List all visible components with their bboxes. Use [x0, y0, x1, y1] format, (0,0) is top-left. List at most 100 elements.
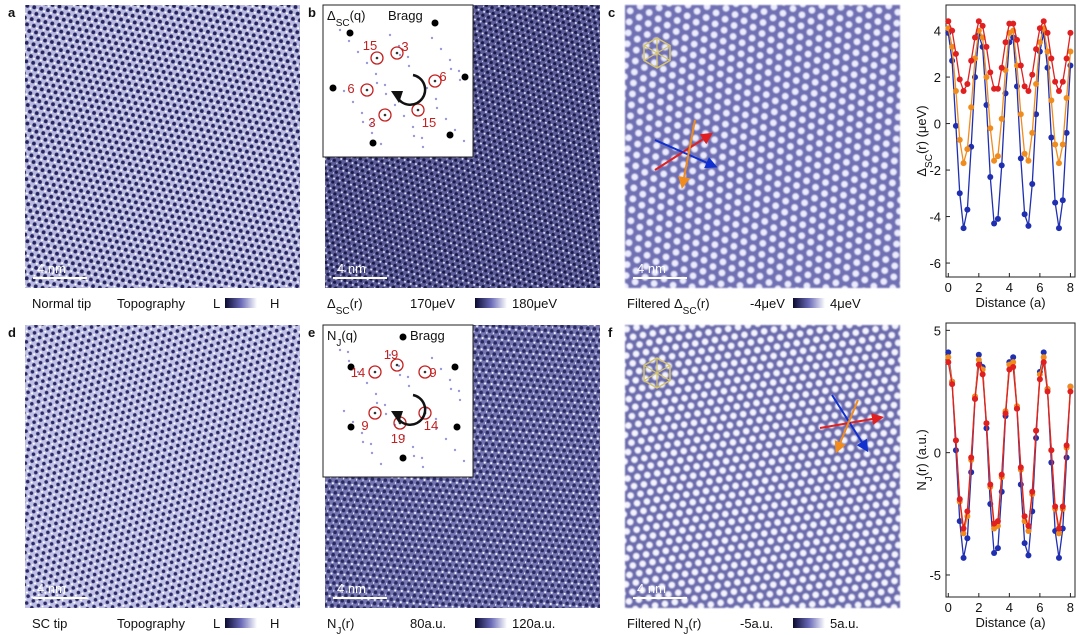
- x-axis-label: Distance (a): [975, 295, 1045, 310]
- data-point: [979, 371, 986, 378]
- data-point: [1021, 540, 1028, 547]
- data-point: [1033, 46, 1040, 53]
- inset-speck: [448, 378, 452, 382]
- data-point: [1055, 554, 1062, 561]
- data-point: [1002, 410, 1009, 417]
- inset-speck: [462, 139, 466, 143]
- inset-speck: [430, 356, 434, 360]
- x-tick-label: 8: [1067, 280, 1074, 295]
- data-point: [1044, 388, 1051, 395]
- image: [625, 325, 900, 608]
- spot-ring: [428, 74, 442, 88]
- panel-letter: b: [308, 5, 316, 20]
- data-point: [1029, 181, 1036, 188]
- y-axis-label: NJ(r) (a.u.): [914, 429, 935, 490]
- spot: [375, 56, 379, 60]
- colorbar-min-part: -5a.u.: [740, 616, 773, 631]
- spot: [433, 79, 437, 83]
- spot-label: 19: [391, 431, 405, 446]
- inset-speck: [361, 440, 365, 444]
- spot-label: 9: [361, 418, 368, 433]
- arrow: [834, 399, 859, 454]
- spot-label: 6: [347, 81, 354, 96]
- inset-speck: [365, 61, 369, 65]
- data-point: [1055, 160, 1062, 167]
- spot-ring: [418, 365, 432, 379]
- data-point: [1017, 111, 1024, 118]
- data-point: [1055, 225, 1062, 232]
- colorbar-max-part: 120a.u.: [512, 616, 555, 631]
- data-point: [945, 18, 952, 25]
- bragg-peak: [346, 29, 354, 37]
- bragg-peak: [347, 363, 355, 371]
- data-point: [960, 225, 967, 232]
- colorbar-min: -5a.u.: [740, 616, 773, 631]
- inset-speck: [383, 403, 387, 407]
- inset-speck: [402, 114, 406, 118]
- colorbar-min: L: [213, 616, 220, 631]
- inset-speck: [402, 434, 406, 438]
- data-point: [1055, 530, 1062, 537]
- inset-speck: [369, 442, 373, 446]
- inset: NJ(q) Bragg 14 19 9 9 19 14: [322, 324, 474, 478]
- data-point: [983, 43, 990, 50]
- bragg-peak: [399, 454, 407, 462]
- spot-label: 9: [429, 365, 436, 380]
- spot: [395, 51, 399, 55]
- lattice-icon: [643, 357, 671, 389]
- caption-part: N: [327, 616, 336, 631]
- data-point: [1044, 48, 1051, 55]
- colorbar-min-part: L: [213, 616, 220, 631]
- data-point: [987, 481, 994, 488]
- caption-part: SC tip: [32, 616, 67, 631]
- rotation-arrow-head: [391, 91, 403, 103]
- inset-speck: [406, 375, 410, 379]
- data-point: [998, 471, 1005, 478]
- bragg-peak: [446, 131, 454, 139]
- inset-title: NJ(q): [327, 328, 357, 349]
- spot-ring: [360, 83, 374, 97]
- colorbar-max: 4μeV: [830, 296, 861, 311]
- data-point: [994, 215, 1001, 222]
- data-point: [1010, 354, 1017, 361]
- colorbar: [793, 298, 825, 308]
- scale-bar-label: 4 nm: [337, 261, 366, 276]
- data-point: [949, 27, 956, 34]
- scale-bar-label: 4 nm: [37, 581, 66, 596]
- x-tick-label: 2: [975, 280, 982, 295]
- data-point: [1040, 354, 1047, 361]
- inset-speck: [412, 454, 416, 458]
- data-point: [1063, 442, 1070, 449]
- data-point: [1002, 39, 1009, 46]
- data-point: [1029, 488, 1036, 495]
- x-tick-label: 0: [945, 280, 952, 295]
- data-point: [1052, 199, 1059, 206]
- arrow: [678, 119, 696, 189]
- data-point: [952, 122, 959, 129]
- spot: [373, 411, 377, 415]
- inset-speck: [338, 348, 342, 352]
- colorbar: [475, 298, 507, 308]
- caption-part: Topography: [117, 296, 185, 311]
- inset-speck: [448, 58, 452, 62]
- caption: ΔSC(r): [327, 296, 363, 317]
- inset-speck: [435, 426, 439, 430]
- y-tick-label: -2: [929, 163, 941, 178]
- inset-speck: [420, 456, 424, 460]
- inset-speck: [412, 134, 416, 138]
- data-point: [1036, 25, 1043, 32]
- lattice-bond: [643, 44, 671, 62]
- plot-frame: [945, 322, 1076, 598]
- data-point: [1010, 359, 1017, 366]
- caption-part: SC: [683, 306, 697, 317]
- y-tick-label: 2: [934, 70, 941, 85]
- inset-title-part: J: [336, 338, 341, 349]
- caption-part: (r): [350, 296, 363, 311]
- colorbar-min-part: -4μeV: [750, 296, 785, 311]
- data-point: [1052, 503, 1059, 510]
- inset: ΔSC(q) Bragg 15 3 6 6 3 15: [322, 4, 474, 158]
- colorbar-min-part: 80a.u.: [410, 616, 446, 631]
- colorbar-max-part: 5a.u.: [830, 616, 859, 631]
- spot-ring: [368, 365, 382, 379]
- inset-speck: [351, 100, 355, 104]
